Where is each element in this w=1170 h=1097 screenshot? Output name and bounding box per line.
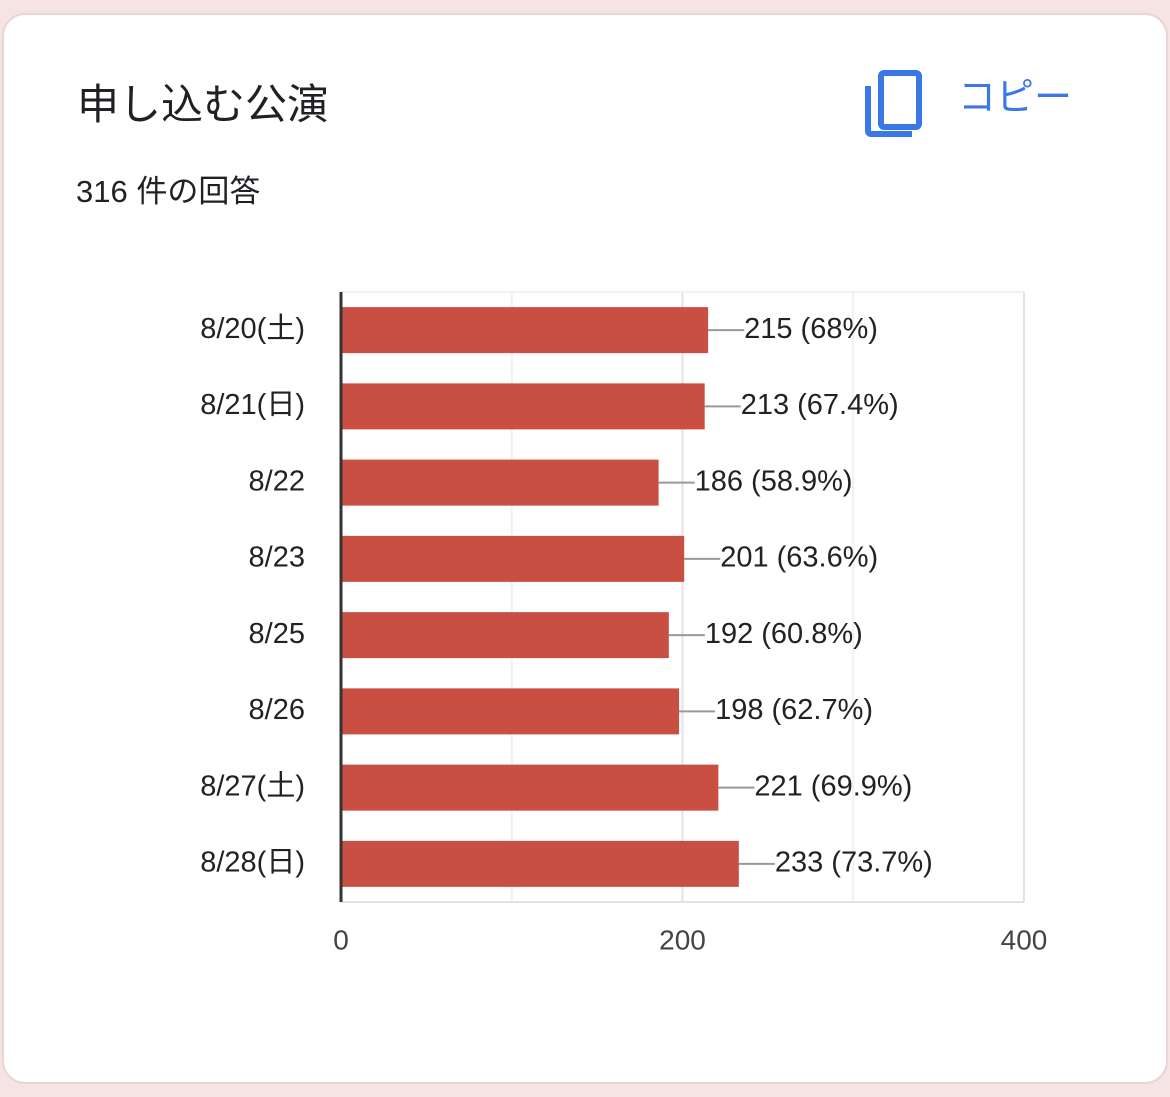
chart-title: 申し込む公演 xyxy=(77,81,329,128)
value-label: 201 (63.6%) xyxy=(720,542,878,574)
x-tick-label: 200 xyxy=(659,924,706,955)
y-tick-label: 8/27(土) xyxy=(200,769,305,802)
bar xyxy=(341,612,669,659)
bar xyxy=(341,764,719,811)
bar xyxy=(341,535,685,582)
y-tick-label: 8/21(日) xyxy=(200,389,305,421)
y-tick-label: 8/22 xyxy=(249,465,305,497)
value-label: 192 (60.8%) xyxy=(705,618,863,650)
copy-button[interactable]: コピー xyxy=(958,77,1072,119)
bar xyxy=(341,383,705,430)
y-tick-label: 8/23 xyxy=(249,542,305,574)
value-label: 215 (68%) xyxy=(744,313,878,345)
copy-icon-back xyxy=(865,86,912,137)
value-label: 233 (73.7%) xyxy=(775,847,933,879)
value-label: 198 (62.7%) xyxy=(715,694,873,726)
x-tick-label: 400 xyxy=(1001,924,1048,955)
response-count: 316 件の回答 xyxy=(76,174,260,209)
x-tick-label: 0 xyxy=(333,924,349,955)
value-label: 186 (58.9%) xyxy=(695,465,853,497)
bar xyxy=(341,459,659,506)
value-label: 213 (67.4%) xyxy=(741,389,899,421)
bar xyxy=(341,307,709,354)
copy-icon-front xyxy=(878,70,922,130)
y-tick-label: 8/26 xyxy=(249,694,305,726)
bar xyxy=(341,840,739,887)
copy-icon[interactable] xyxy=(865,70,922,137)
y-tick-label: 8/28(日) xyxy=(200,847,305,879)
bar xyxy=(341,688,680,735)
y-tick-label: 8/20(土) xyxy=(200,312,305,345)
y-tick-label: 8/25 xyxy=(249,618,305,650)
value-label: 221 (69.9%) xyxy=(754,770,912,802)
